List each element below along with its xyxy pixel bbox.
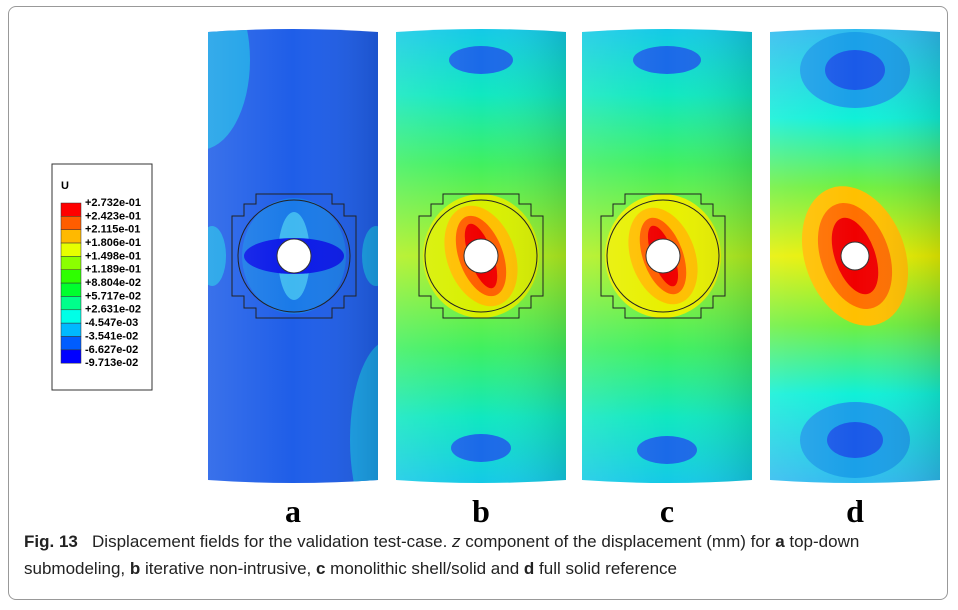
legend-title: U: [61, 180, 69, 192]
caption-text: top-down submodeling,: [24, 532, 860, 578]
legend-label: +5.717e-02: [85, 290, 141, 302]
panel-b-field: [396, 29, 566, 483]
legend-swatch: [60, 309, 82, 324]
legend-label: -6.627e-02: [85, 344, 138, 356]
panel-d-field: [770, 29, 940, 483]
caption-text: component of the displacement (mm) for: [460, 532, 776, 551]
panel-label: b: [472, 493, 490, 529]
caption-text: Displacement fields for the validation t…: [92, 532, 453, 551]
legend-swatch: [60, 202, 82, 217]
panel-label: d: [846, 493, 864, 529]
figure-frame: [8, 6, 948, 600]
caption-label: Fig. 13: [24, 532, 78, 551]
legend-label: -4.547e-03: [85, 317, 138, 329]
caption-panel-ref: c: [315, 559, 326, 578]
legend-swatch: [60, 216, 82, 230]
legend-label: -3.541e-02: [85, 330, 138, 342]
legend-label: +8.804e-02: [85, 277, 141, 289]
legend-swatch: [60, 282, 82, 297]
legend-swatch: [60, 229, 82, 244]
legend-swatch: [60, 322, 82, 337]
caption-panel-ref: d: [523, 559, 535, 578]
caption-panel-ref: a: [775, 532, 785, 551]
legend-label: +1.498e-01: [85, 250, 141, 262]
panel-a-field: [208, 29, 378, 483]
legend-swatch: [60, 269, 82, 284]
caption-panel-ref: b: [129, 559, 141, 578]
legend-swatch: [60, 336, 82, 351]
legend-swatch: [60, 296, 82, 311]
legend-label: +2.631e-02: [85, 304, 141, 316]
caption-text: iterative non-intrusive,: [140, 559, 316, 578]
caption-text: monolithic shell/solid and: [325, 559, 524, 578]
caption: Fig. 13 Displacement fields for the vali…: [24, 528, 934, 582]
legend: +2.732e-01+2.423e-01 +2.115e-01+1.806e-01…: [60, 197, 141, 369]
legend-label: +2.115e-01: [85, 224, 140, 236]
caption-variable: z: [452, 532, 461, 551]
legend-swatch: [60, 242, 82, 257]
panel-label: a: [285, 493, 301, 529]
legend-label: +1.189e-01: [85, 264, 141, 276]
legend-swatch: [60, 349, 82, 364]
legend-label: +2.423e-01: [85, 210, 141, 222]
panel-c-field: [582, 29, 752, 483]
legend-swatch: [60, 256, 82, 270]
legend-label: +1.806e-01: [85, 237, 141, 249]
panel-label: c: [660, 493, 674, 529]
legend-label: +2.732e-01: [85, 197, 141, 209]
legend-label: -9.713e-02: [85, 357, 138, 369]
caption-text: full solid reference: [534, 559, 677, 578]
